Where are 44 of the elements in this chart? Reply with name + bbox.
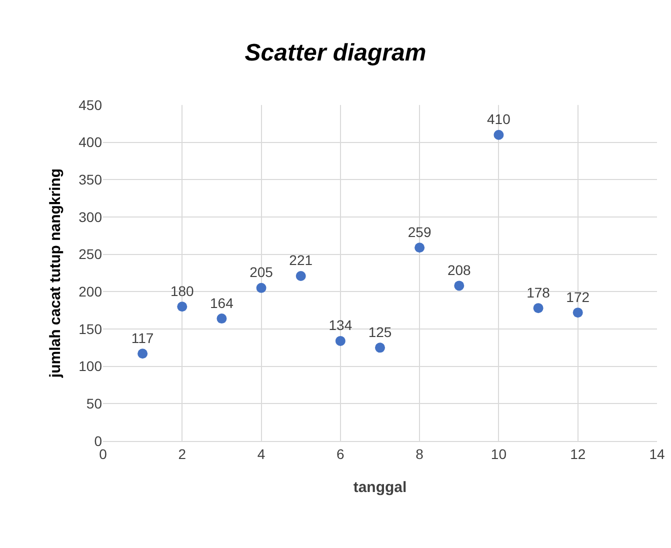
point xyxy=(533,303,544,314)
y-tick-label: 0 xyxy=(94,432,102,449)
data-label: 178 xyxy=(526,284,550,300)
y-tick-label: 300 xyxy=(78,208,102,225)
point xyxy=(454,280,464,291)
point xyxy=(138,348,148,359)
y-tick-label: 350 xyxy=(78,172,102,188)
y-tick-label: 250 xyxy=(78,246,102,262)
data-label: 172 xyxy=(566,288,590,305)
x-axis-title: tanggal xyxy=(353,478,407,496)
x-tick-label: 6 xyxy=(336,446,345,462)
data-label: 259 xyxy=(408,224,432,240)
x-tick-label: 4 xyxy=(257,446,266,462)
y-tick-label: 400 xyxy=(78,134,102,150)
x-tick-label: 8 xyxy=(416,446,424,462)
data-label: 164 xyxy=(210,294,234,311)
data-label: 180 xyxy=(170,282,194,299)
point xyxy=(375,342,385,353)
point xyxy=(177,302,188,312)
chart-title: Scatter diagram xyxy=(244,40,426,67)
point xyxy=(335,336,346,346)
point xyxy=(572,308,583,318)
data-label: 410 xyxy=(487,111,511,128)
y-tick-label: 100 xyxy=(78,358,102,374)
x-tick-label: 14 xyxy=(649,446,665,462)
data-label: 117 xyxy=(131,330,154,346)
data-label: 221 xyxy=(289,252,313,268)
x-tick-label: 2 xyxy=(178,446,186,462)
y-tick-label: 50 xyxy=(86,396,102,412)
y-tick-label: 150 xyxy=(78,320,102,337)
y-tick-label: 450 xyxy=(78,96,102,113)
data-label: 125 xyxy=(368,324,392,340)
data-label: 205 xyxy=(250,264,274,280)
data-label: 208 xyxy=(447,262,472,278)
y-tick-label: 200 xyxy=(78,284,102,300)
point xyxy=(296,270,306,281)
point xyxy=(256,282,266,293)
point xyxy=(216,314,227,324)
y-axis-title: jumlah cacat tutup nangkring xyxy=(46,168,64,379)
point xyxy=(494,130,504,140)
point xyxy=(414,242,425,253)
x-tick-label: 10 xyxy=(490,446,507,462)
data-label: 134 xyxy=(328,317,352,334)
x-tick-label: 12 xyxy=(570,446,586,462)
